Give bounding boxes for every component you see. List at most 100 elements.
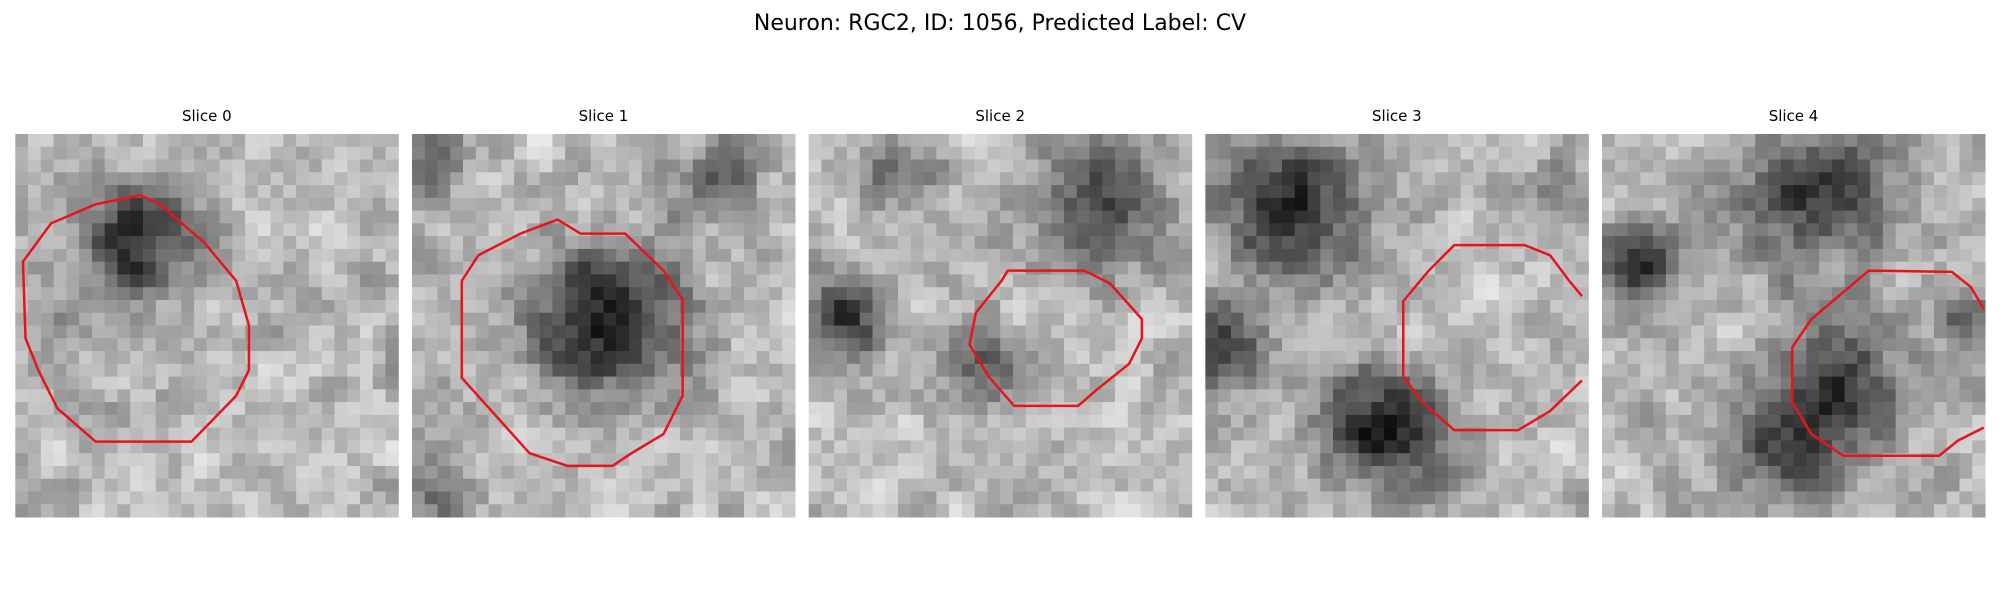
pixel xyxy=(66,299,80,314)
pixel xyxy=(1793,312,1807,326)
pixel xyxy=(731,491,745,505)
pixel xyxy=(603,197,617,212)
pixel xyxy=(1908,325,1922,339)
pixel xyxy=(463,351,477,365)
pixel xyxy=(194,197,208,212)
pixel xyxy=(1780,338,1795,352)
pixel xyxy=(1704,376,1718,390)
pixel xyxy=(411,185,426,199)
pixel xyxy=(194,402,208,416)
pixel xyxy=(1704,338,1718,352)
pixel xyxy=(1384,465,1398,480)
pixel xyxy=(552,223,566,237)
pixel xyxy=(1908,134,1922,148)
pixel xyxy=(117,223,131,237)
pixel xyxy=(28,274,42,288)
pixel xyxy=(1819,223,1833,237)
pixel xyxy=(1819,312,1833,326)
pixel xyxy=(936,236,950,250)
pixel xyxy=(603,325,617,339)
pixel xyxy=(334,351,348,365)
pixel xyxy=(949,491,963,505)
pixel xyxy=(501,402,515,416)
pixel xyxy=(1051,440,1065,454)
pixel xyxy=(1076,248,1091,263)
pixel xyxy=(1486,414,1500,429)
pixel xyxy=(1371,185,1385,199)
pixel xyxy=(206,504,221,518)
pixel xyxy=(1012,197,1027,212)
pixel xyxy=(1243,210,1257,224)
pixel xyxy=(1115,465,1129,480)
pixel xyxy=(1064,172,1078,186)
pixel xyxy=(731,325,745,339)
pixel xyxy=(1946,159,1961,173)
pixel xyxy=(616,440,630,454)
pixel xyxy=(1653,197,1667,212)
pixel xyxy=(1665,248,1680,263)
pixel xyxy=(142,402,157,416)
pixel xyxy=(667,274,681,288)
pixel xyxy=(181,338,195,352)
pixel xyxy=(1831,363,1846,378)
pixel xyxy=(808,287,822,301)
pixel xyxy=(372,504,387,518)
pixel xyxy=(1729,236,1743,250)
pixel xyxy=(1371,402,1385,416)
pixel xyxy=(1819,453,1833,467)
pixel xyxy=(1447,465,1462,480)
pixel xyxy=(1294,427,1308,441)
pixel xyxy=(1281,504,1296,518)
pixel xyxy=(1793,197,1807,212)
pixel xyxy=(1307,376,1321,390)
pixel xyxy=(769,325,783,339)
pixel xyxy=(1127,504,1142,518)
pixel xyxy=(808,134,822,148)
pixel xyxy=(1205,223,1219,237)
pixel xyxy=(526,185,541,199)
pixel xyxy=(321,197,335,212)
pixel xyxy=(1678,146,1692,161)
pixel xyxy=(910,376,925,390)
pixel xyxy=(1205,261,1219,275)
pixel xyxy=(1025,185,1039,199)
pixel xyxy=(437,427,451,441)
pixel xyxy=(488,312,502,326)
pixel xyxy=(872,248,886,263)
pixel xyxy=(463,236,477,250)
pixel xyxy=(232,414,246,429)
pixel xyxy=(539,223,553,237)
pixel xyxy=(885,325,899,339)
pixel xyxy=(130,287,144,301)
pixel xyxy=(1742,236,1756,250)
pixel xyxy=(66,312,80,326)
pixel xyxy=(526,172,541,186)
pixel xyxy=(782,351,796,365)
pixel xyxy=(1755,312,1769,326)
pixel xyxy=(539,325,553,339)
pixel xyxy=(1460,376,1474,390)
pixel xyxy=(1691,146,1705,161)
pixel xyxy=(514,427,528,441)
pixel xyxy=(1602,440,1616,454)
pixel xyxy=(1153,325,1167,339)
pixel xyxy=(808,504,822,518)
pixel xyxy=(347,491,361,505)
pixel xyxy=(1870,465,1884,480)
pixel xyxy=(475,223,490,237)
pixel xyxy=(1435,146,1449,161)
pixel xyxy=(1882,465,1897,480)
pixel xyxy=(680,274,694,288)
pixel xyxy=(79,465,93,480)
pixel xyxy=(488,261,502,275)
pixel xyxy=(590,338,604,352)
pixel xyxy=(1012,172,1027,186)
pixel xyxy=(756,351,770,365)
pixel xyxy=(1205,478,1219,492)
pixel xyxy=(450,248,464,263)
pixel xyxy=(885,261,899,275)
pixel xyxy=(641,299,656,314)
pixel xyxy=(565,491,579,505)
pixel xyxy=(181,402,195,416)
pixel xyxy=(1704,478,1718,492)
